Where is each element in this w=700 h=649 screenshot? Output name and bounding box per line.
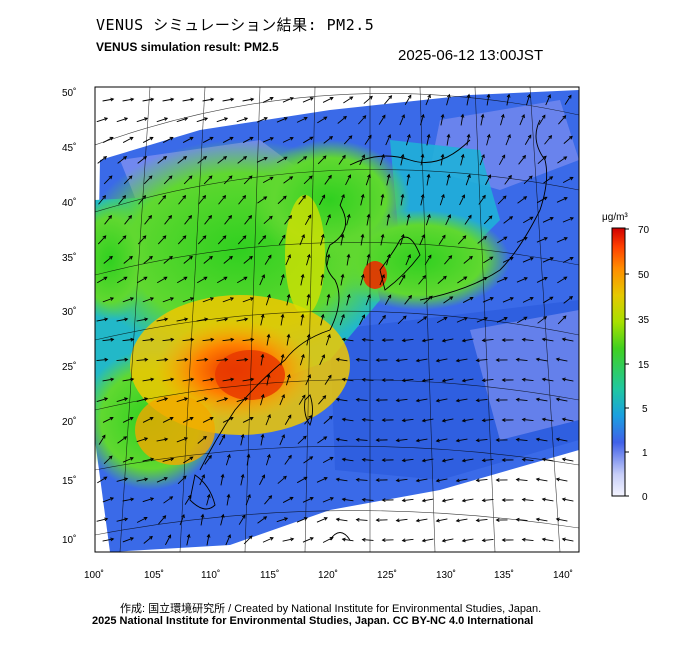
colorbar-tick: 35 xyxy=(638,315,650,326)
lat-label: 35˚ xyxy=(62,252,76,264)
plot-border xyxy=(94,86,580,553)
map-title-english: VENUS simulation result: PM2.5 xyxy=(96,40,279,54)
colorbar: 70 50 35 15 5 1 0 xyxy=(611,225,650,503)
coastlines xyxy=(189,119,548,541)
colorbar-tick: 1 xyxy=(642,448,648,459)
lat-label: 40˚ xyxy=(62,197,76,209)
lat-label: 45˚ xyxy=(62,142,76,154)
lon-label: 130˚ xyxy=(436,569,456,581)
colorbar-tick: 15 xyxy=(638,360,650,371)
colorbar-unit: μg/m³ xyxy=(602,212,628,223)
lon-label: 135˚ xyxy=(494,569,514,581)
lon-label: 110˚ xyxy=(201,569,220,581)
timestamp: 2025-06-12 13:00JST xyxy=(398,47,544,64)
latitude-labels: 50˚ 45˚ 40˚ 35˚ 30˚ 25˚ 20˚ 15˚ 10˚ xyxy=(62,87,76,546)
colorbar-tick: 50 xyxy=(638,270,650,281)
colorbar-tick: 5 xyxy=(642,404,648,415)
lon-label: 115˚ xyxy=(260,569,279,581)
lat-label: 50˚ xyxy=(62,87,76,99)
lon-label: 105˚ xyxy=(144,569,164,581)
lat-label: 10˚ xyxy=(62,534,76,546)
lat-label: 20˚ xyxy=(62,416,76,428)
map-title-japanese: VENUS シミュレーション結果: PM2.5 xyxy=(96,16,375,34)
longitude-labels: 100˚ 105˚ 110˚ 115˚ 120˚ 125˚ 130˚ 135˚ … xyxy=(84,569,573,581)
lon-label: 140˚ xyxy=(553,569,573,581)
lat-label: 25˚ xyxy=(62,361,76,373)
lat-label: 15˚ xyxy=(62,475,76,487)
colorbar-tick: 0 xyxy=(642,492,648,503)
lon-label: 100˚ xyxy=(84,569,104,581)
colorbar-tick: 70 xyxy=(638,225,650,236)
graticule-lines xyxy=(95,87,579,552)
credit-line-1: 作成: 国立環境研究所 / Created by National Instit… xyxy=(120,603,542,615)
wind-vector-field xyxy=(96,93,574,546)
lon-label: 125˚ xyxy=(377,569,397,581)
lat-label: 30˚ xyxy=(62,306,76,318)
lon-label: 120˚ xyxy=(318,569,338,581)
credit-line-2: 2025 National Institute for Environmenta… xyxy=(92,615,534,627)
colorbar-scale xyxy=(611,227,626,497)
